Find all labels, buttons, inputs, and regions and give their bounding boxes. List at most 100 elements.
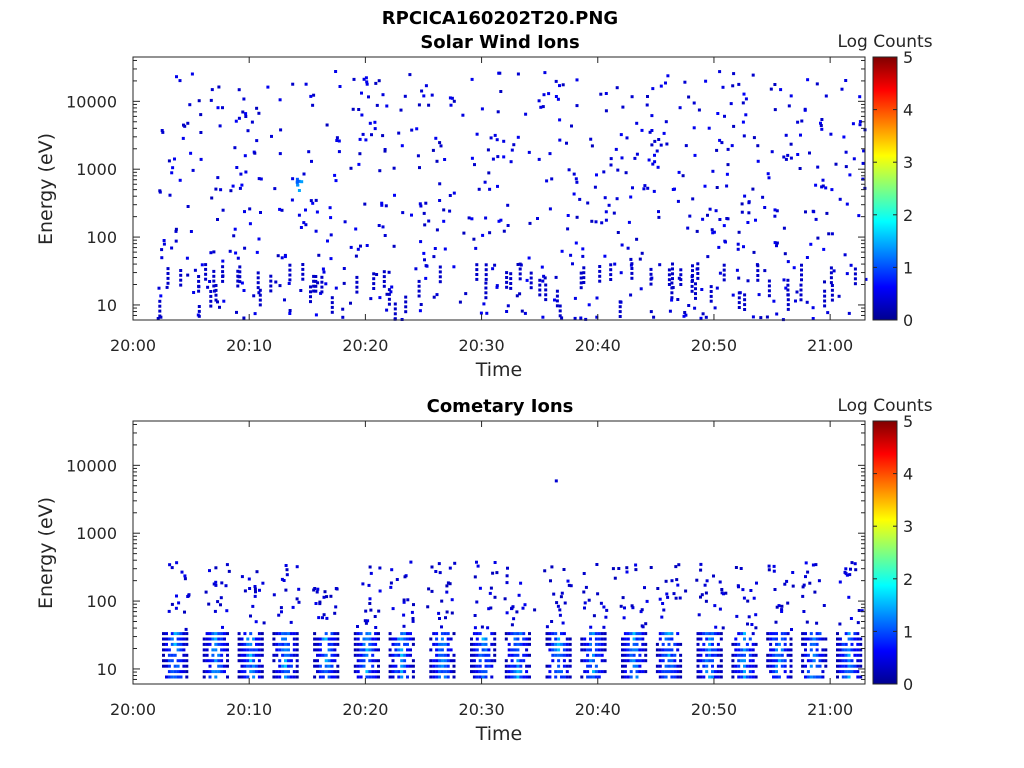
heatmap-cell	[808, 151, 811, 155]
heatmap-cell	[590, 219, 594, 223]
heatmap-cell	[600, 659, 604, 663]
heatmap-cell	[525, 670, 529, 674]
heatmap-cell	[821, 675, 825, 679]
heatmap-cell	[767, 568, 771, 572]
heatmap-cell	[481, 637, 485, 641]
heatmap-cell	[427, 103, 431, 107]
heatmap-cell	[521, 606, 525, 610]
heatmap-cell	[174, 239, 178, 243]
heatmap-cell	[289, 659, 293, 663]
heatmap-cell	[477, 187, 481, 191]
heatmap-cell	[815, 653, 819, 657]
heatmap-cell	[487, 171, 491, 175]
heatmap-cell	[783, 252, 787, 256]
heatmap-cell	[740, 659, 744, 663]
heatmap-cell	[330, 670, 334, 674]
heatmap-cell	[167, 664, 171, 668]
heatmap-cell	[452, 670, 456, 674]
heatmap-cell	[289, 664, 293, 668]
heatmap-cell	[380, 203, 384, 207]
heatmap-cell	[757, 293, 761, 297]
heatmap-cell	[275, 632, 279, 636]
heatmap-cell	[336, 664, 340, 668]
y-axis-label: Energy (eV)	[35, 497, 57, 609]
heatmap-cell	[724, 240, 727, 244]
heatmap-cell	[475, 637, 479, 641]
heatmap-cell	[470, 670, 473, 674]
heatmap-cell	[368, 637, 372, 641]
heatmap-cell	[708, 653, 712, 657]
heatmap-cell	[402, 624, 406, 628]
heatmap-cell	[856, 664, 860, 668]
heatmap-cell	[775, 605, 779, 609]
heatmap-cell	[783, 659, 787, 663]
heatmap-cell	[630, 267, 634, 270]
heatmap-cell	[545, 664, 549, 668]
heatmap-cell	[772, 564, 776, 568]
heatmap-cell	[193, 268, 197, 272]
heatmap-cell	[438, 670, 441, 674]
heatmap-cell	[221, 259, 225, 263]
heatmap-cell	[432, 675, 436, 679]
heatmap-cell	[666, 74, 670, 78]
heatmap-cell	[484, 286, 488, 290]
heatmap-cell	[391, 659, 395, 663]
heatmap-cell	[236, 279, 240, 283]
heatmap-cell	[410, 610, 414, 614]
heatmap-cell	[853, 653, 857, 657]
heatmap-cell	[786, 298, 790, 302]
heatmap-cell	[582, 266, 586, 270]
heatmap-cell	[440, 632, 444, 636]
heatmap-cell	[452, 664, 456, 668]
heatmap-cell	[368, 642, 372, 646]
heatmap-cell	[859, 653, 863, 657]
heatmap-cell	[815, 648, 819, 652]
heatmap-cell	[729, 102, 733, 106]
heatmap-cell	[684, 144, 688, 148]
heatmap-cell	[558, 118, 562, 122]
heatmap-cell	[394, 653, 398, 657]
heatmap-cell	[600, 632, 604, 636]
heatmap-cell	[162, 239, 166, 242]
heatmap-cell	[481, 653, 485, 657]
heatmap-cell	[487, 648, 491, 652]
heatmap-cell	[711, 659, 714, 663]
heatmap-cell	[569, 584, 573, 588]
heatmap-cell	[513, 670, 517, 674]
heatmap-cell	[801, 585, 805, 589]
heatmap-cell	[558, 84, 561, 88]
heatmap-cell	[427, 219, 431, 223]
heatmap-cell	[661, 602, 665, 605]
heatmap-cell	[185, 632, 189, 636]
heatmap-cell	[493, 637, 497, 641]
heatmap-cell	[518, 267, 522, 271]
heatmap-cell	[844, 653, 848, 657]
heatmap-cell	[600, 637, 604, 641]
heatmap-cell	[826, 311, 830, 315]
heatmap-cell	[510, 148, 514, 152]
heatmap-cell	[168, 193, 172, 197]
heatmap-cell	[295, 675, 299, 679]
heatmap-cell	[375, 273, 379, 276]
heatmap-cell	[702, 642, 706, 646]
heatmap-cell	[472, 675, 476, 679]
heatmap-cell	[248, 207, 252, 211]
heatmap-cell	[629, 257, 633, 261]
heatmap-cell	[664, 670, 668, 674]
heatmap-cell	[801, 670, 805, 674]
heatmap-cell	[804, 653, 807, 657]
heatmap-cell	[708, 648, 712, 652]
heatmap-cell	[371, 637, 375, 641]
heatmap-cell	[604, 210, 608, 214]
heatmap-cell	[358, 152, 362, 156]
heatmap-cell	[284, 564, 288, 567]
heatmap-cell	[538, 288, 542, 292]
heatmap-cell	[382, 280, 386, 283]
heatmap-cell	[429, 675, 433, 679]
heatmap-cell	[824, 653, 828, 657]
heatmap-cell	[821, 653, 825, 657]
heatmap-cell	[272, 675, 276, 679]
heatmap-cell	[510, 664, 514, 668]
heatmap-cell	[580, 642, 584, 646]
heatmap-cell	[214, 670, 218, 674]
